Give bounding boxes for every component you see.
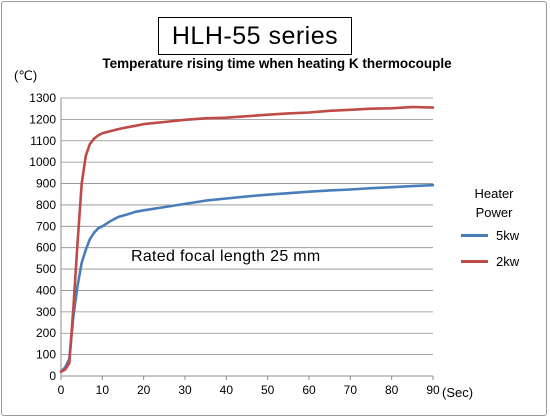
x-tick-label: 30 <box>178 383 192 397</box>
y-tick-label: 1100 <box>30 134 56 148</box>
series-line-5kw <box>59 183 435 374</box>
y-tick-label: 200 <box>36 326 56 340</box>
x-tick-label: 90 <box>426 383 440 397</box>
x-axis-unit: (Sec) <box>442 385 474 400</box>
legend-title: Heater Power <box>474 186 514 220</box>
y-axis-unit: (℃) <box>14 68 38 83</box>
y-tick-label: 1200 <box>29 112 56 126</box>
legend-swatch-2kw <box>461 259 488 263</box>
legend-label-2kw: 2kw <box>496 253 520 269</box>
y-tick-label: 800 <box>36 198 56 212</box>
series-title: HLH-55 series <box>158 17 352 55</box>
y-tick-label: 100 <box>36 348 56 362</box>
y-tick-label: 600 <box>36 241 56 255</box>
y-tick-label: 400 <box>36 283 56 297</box>
y-tick-label: 0 <box>49 369 56 383</box>
x-tick-label: 50 <box>261 383 275 397</box>
y-tick-label: 900 <box>36 177 56 191</box>
y-tick-label: 300 <box>36 305 56 319</box>
y-tick-label: 1300 <box>29 91 56 105</box>
series-line-2kw <box>59 105 435 374</box>
x-tick-label: 0 <box>58 383 65 397</box>
legend-item-2kw: 2kw <box>461 253 520 269</box>
y-tick-label: 1000 <box>29 155 56 169</box>
y-tick-label: 500 <box>36 262 56 276</box>
legend-item-5kw: 5kw <box>461 227 520 243</box>
chart-title: Temperature rising time when heating K t… <box>102 56 452 71</box>
x-tick-label: 60 <box>302 383 316 397</box>
x-tick-label: 70 <box>344 383 358 397</box>
y-tick-label: 700 <box>36 219 56 233</box>
x-tick-label: 20 <box>137 383 151 397</box>
x-tick-label: 80 <box>385 383 399 397</box>
legend-swatch-5kw <box>461 233 488 237</box>
legend-label-5kw: 5kw <box>496 227 520 243</box>
x-tick-label: 10 <box>96 383 110 397</box>
x-tick-label: 40 <box>220 383 234 397</box>
focal-length-annotation: Rated focal length 25 mm <box>131 248 321 265</box>
